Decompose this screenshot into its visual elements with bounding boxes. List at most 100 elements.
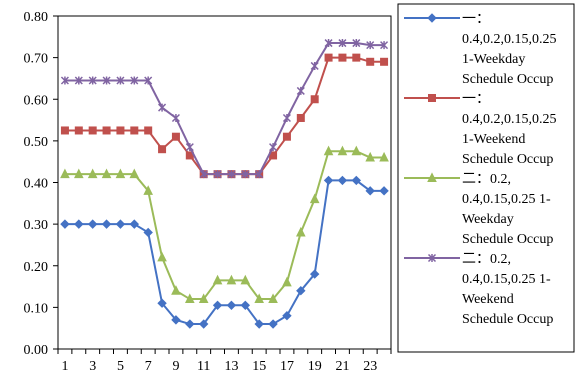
data-point <box>171 315 181 325</box>
data-point <box>379 186 389 196</box>
data-point <box>310 61 319 70</box>
data-point <box>74 219 84 229</box>
legend-label: 二：0.2, <box>462 172 511 187</box>
legend-label: Schedule Occup <box>462 232 553 247</box>
data-point <box>212 300 223 311</box>
series-1 <box>60 175 389 329</box>
data-point <box>143 227 153 238</box>
x-tick-label: 17 <box>280 359 294 374</box>
data-point <box>269 143 278 152</box>
series-4 <box>60 39 389 179</box>
data-point <box>157 298 167 308</box>
data-point <box>365 151 375 162</box>
data-point <box>380 57 389 66</box>
y-tick-label: 0.10 <box>24 301 49 316</box>
data-point <box>282 310 292 321</box>
data-point <box>282 132 291 141</box>
y-tick-label: 0.00 <box>24 343 49 358</box>
data-point <box>296 113 305 122</box>
data-point <box>171 285 181 295</box>
data-point <box>88 76 97 85</box>
plot-border <box>57 15 392 350</box>
data-point <box>268 293 278 304</box>
legend-label: 0.4,0.15,0.25 1- <box>462 272 551 287</box>
legend-marker <box>427 13 437 23</box>
x-tick-label: 7 <box>145 359 152 374</box>
data-point <box>379 151 389 162</box>
legend-label: 0.4,0.15,0.25 1- <box>462 192 551 207</box>
data-point <box>60 219 70 229</box>
data-point <box>366 57 375 66</box>
data-point <box>268 319 278 329</box>
data-point <box>254 293 264 304</box>
data-point <box>226 274 237 285</box>
data-point <box>337 145 348 156</box>
data-point <box>74 126 83 135</box>
data-point <box>240 300 251 311</box>
data-point <box>102 76 111 85</box>
data-point <box>74 168 84 179</box>
data-point <box>338 39 347 48</box>
data-point <box>158 145 167 154</box>
legend-entry-1: 一： 0.4,0.2,0.15,0.25 1-Weekday Schedule Occ… <box>404 12 557 87</box>
data-point <box>323 145 334 156</box>
data-point <box>87 219 98 229</box>
data-point <box>198 319 209 329</box>
data-point <box>143 185 153 195</box>
legend-label: 0.4,0.2,0.15,0.25 <box>462 32 557 47</box>
data-point <box>185 143 194 152</box>
data-point <box>282 276 292 287</box>
x-tick-label: 11 <box>197 359 210 374</box>
data-point <box>254 319 264 329</box>
data-point <box>241 170 250 179</box>
x-tick-label: 23 <box>363 359 377 374</box>
data-point <box>324 53 333 62</box>
legend-label: Schedule Occup <box>462 312 553 327</box>
data-point <box>255 170 264 179</box>
legend-label: 一： <box>462 12 490 27</box>
data-point <box>352 39 361 48</box>
data-point <box>116 126 125 135</box>
legend-label: 二：0.2, <box>462 252 511 267</box>
data-point <box>101 168 112 179</box>
series-3 <box>60 145 389 304</box>
legend-marker <box>427 253 437 263</box>
data-point <box>365 186 375 196</box>
data-point <box>296 226 306 237</box>
data-point <box>130 76 139 85</box>
data-point <box>157 251 167 262</box>
data-point <box>323 175 334 186</box>
legend-label: 1-Weekday <box>462 52 525 67</box>
y-tick-label: 0.70 <box>24 52 49 67</box>
data-point <box>227 170 236 179</box>
y-tick-label: 0.20 <box>24 260 49 275</box>
data-point <box>158 103 167 112</box>
data-point <box>60 76 69 85</box>
data-point <box>130 126 139 135</box>
data-point <box>366 41 375 50</box>
x-tick-label: 3 <box>89 359 96 374</box>
y-axis: 0.00 0.10 0.20 0.30 0.40 0.50 0.60 0.70 0.80 <box>24 10 58 358</box>
legend-entry-2: 一： 0.4,0.2,0.15,0.25 1-Weekend Schedule Occ… <box>404 92 557 167</box>
data-point <box>199 170 208 179</box>
plot-area <box>57 15 392 350</box>
x-axis: 1 3 5 7 9 11 13 15 17 19 21 23 <box>57 349 392 374</box>
data-point <box>60 168 70 179</box>
legend-label: 0.4,0.2,0.15,0.25 <box>462 112 557 127</box>
legend-label: 一： <box>462 92 490 107</box>
data-point <box>309 269 320 279</box>
legend-label: Weekend <box>462 292 514 307</box>
data-point <box>213 170 222 179</box>
data-point <box>351 175 362 186</box>
y-tick-label: 0.30 <box>24 218 49 233</box>
data-point <box>87 168 98 179</box>
data-point <box>102 126 111 135</box>
y-tick-label: 0.60 <box>24 93 49 108</box>
x-tick-label: 1 <box>61 359 68 374</box>
legend-marker <box>428 94 436 102</box>
data-point <box>185 319 195 329</box>
data-point <box>88 126 97 135</box>
y-tick-label: 0.50 <box>24 135 49 150</box>
legend-entry-4: 二：0.2, 0.4,0.15,0.25 1- Weekend Schedule Oc… <box>404 252 553 327</box>
data-point <box>171 113 180 123</box>
